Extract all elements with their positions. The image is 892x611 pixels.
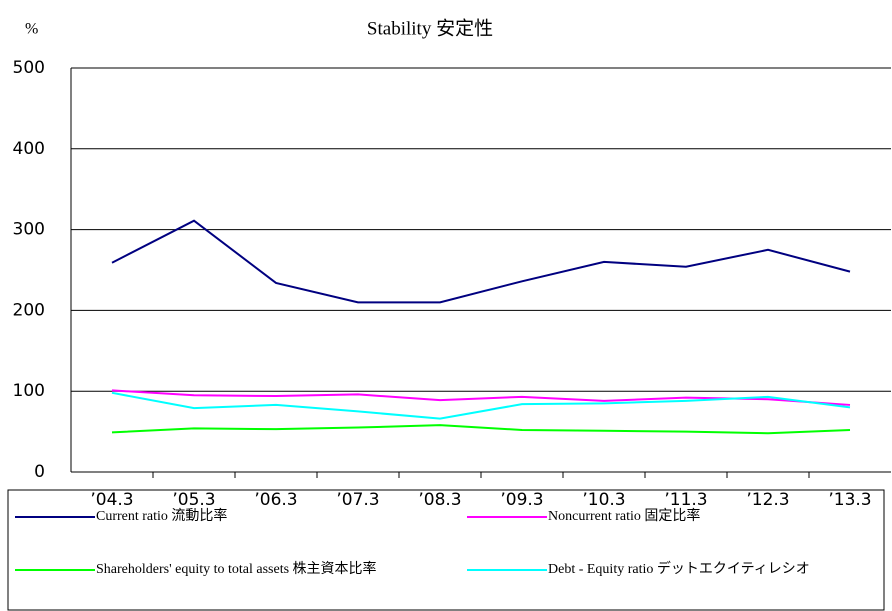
series-line bbox=[111, 219, 851, 304]
y-tick-label: 400 bbox=[13, 139, 45, 159]
x-tick-label: ’13.3 bbox=[828, 490, 871, 510]
y-tick-label: 100 bbox=[13, 381, 45, 401]
x-tick-label: ’12.3 bbox=[746, 490, 789, 510]
y-tick-label: 200 bbox=[13, 300, 45, 320]
y-unit: % bbox=[25, 21, 38, 38]
x-tick-label: ’05.3 bbox=[172, 490, 215, 510]
x-tick-label: ’09.3 bbox=[500, 490, 543, 510]
legend-box bbox=[7, 489, 885, 611]
chart-title: Stability 安定性 bbox=[367, 17, 493, 39]
legend-label: Noncurrent ratio 固定比率 bbox=[548, 507, 700, 524]
x-tick-label: ’08.3 bbox=[418, 490, 461, 510]
legend-label: Current ratio 流動比率 bbox=[96, 507, 227, 524]
x-tick-label: ’06.3 bbox=[254, 490, 297, 510]
series-line bbox=[111, 391, 851, 420]
y-tick-label: 500 bbox=[13, 58, 45, 78]
x-tick-label: ’07.3 bbox=[336, 490, 379, 510]
y-tick-label: 300 bbox=[13, 220, 45, 240]
y-tick-label: 0 bbox=[34, 462, 45, 482]
x-tick-label: ’11.3 bbox=[664, 490, 707, 510]
x-tick-label: ’04.3 bbox=[90, 490, 133, 510]
series-line bbox=[111, 424, 851, 435]
x-tick-label: ’10.3 bbox=[582, 490, 625, 510]
legend-label: Shareholders' equity to total assets 株主資… bbox=[96, 560, 377, 577]
legend-label: Debt - Equity ratio デットエクイティレシオ bbox=[548, 560, 810, 577]
